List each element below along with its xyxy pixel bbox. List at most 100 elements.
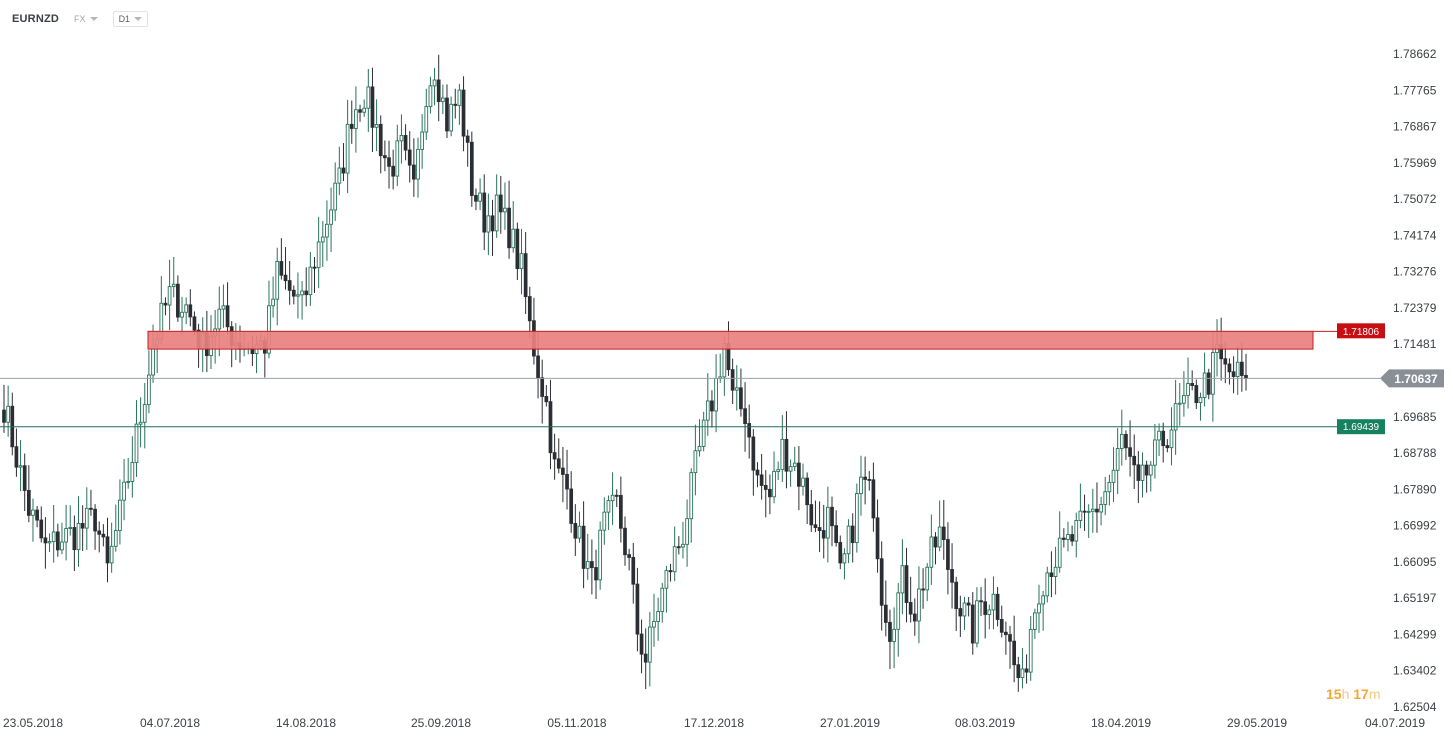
candle	[1066, 521, 1070, 552]
candle	[937, 500, 942, 552]
candle	[734, 365, 739, 411]
candle	[134, 400, 139, 477]
candle	[1012, 615, 1017, 683]
candle	[84, 487, 89, 550]
candle	[664, 565, 669, 613]
timeframe-dropdown[interactable]: D1	[112, 11, 149, 27]
candle	[681, 521, 685, 559]
y-axis: 1.78662 1.77765 1.76867 1.75969 1.75072 1.741…	[1393, 47, 1437, 714]
candle	[859, 455, 863, 516]
x-axis: 23.05.2018 04.07.2018 14.08.2018 25.09.2018…	[3, 716, 1425, 730]
candle	[917, 566, 921, 644]
candle	[1198, 392, 1203, 421]
candle	[1004, 621, 1008, 655]
timeframe-label: D1	[118, 14, 131, 24]
candle	[581, 501, 586, 589]
x-tick-label: 08.03.2019	[955, 716, 1015, 730]
candle	[482, 174, 487, 251]
candle	[14, 428, 19, 477]
y-tick-label: 1.75969	[1393, 156, 1437, 170]
candle	[966, 597, 971, 617]
candle	[109, 522, 114, 573]
candle	[1053, 546, 1058, 595]
candle	[594, 549, 598, 599]
candle	[1086, 504, 1091, 538]
candle	[176, 275, 180, 322]
candle	[631, 542, 636, 604]
candle	[171, 256, 176, 298]
candle	[792, 446, 797, 471]
symbol-label[interactable]: EURNZD	[12, 13, 60, 25]
candle	[685, 499, 689, 567]
candle	[921, 568, 925, 609]
candle	[511, 201, 516, 253]
y-tick-label: 1.74174	[1393, 228, 1437, 242]
candle	[494, 174, 499, 238]
candle	[1024, 654, 1029, 684]
candle	[469, 131, 474, 207]
x-tick-label: 18.04.2019	[1091, 716, 1151, 730]
candle	[958, 595, 963, 637]
candle	[875, 499, 880, 573]
candle	[710, 390, 714, 428]
y-tick-label: 1.65197	[1393, 591, 1437, 605]
candle	[763, 470, 768, 518]
candle	[358, 104, 362, 122]
candle	[759, 453, 764, 500]
candle	[925, 563, 930, 602]
candle	[407, 131, 412, 183]
candle	[871, 462, 876, 532]
candle	[826, 486, 830, 563]
candle	[312, 256, 317, 294]
candle	[465, 129, 470, 167]
candle	[275, 247, 280, 326]
candle	[64, 504, 68, 561]
candle	[1148, 461, 1153, 492]
candle	[954, 576, 959, 631]
candle	[577, 511, 582, 543]
candle	[188, 289, 193, 327]
candle	[619, 476, 623, 543]
candle	[279, 238, 284, 280]
candle	[1078, 483, 1083, 529]
candle	[1136, 451, 1141, 504]
candle	[656, 597, 660, 641]
candle	[316, 216, 321, 289]
candle	[1020, 647, 1025, 689]
candle	[515, 222, 520, 281]
candle	[2, 384, 6, 433]
candle	[18, 439, 23, 492]
candle	[548, 379, 553, 470]
candle	[585, 533, 590, 580]
candle	[834, 510, 838, 547]
candle	[486, 193, 491, 256]
candle	[780, 415, 785, 482]
candle	[929, 514, 934, 585]
resistance-zone[interactable]	[147, 330, 1314, 350]
candle	[867, 471, 872, 491]
candle	[1049, 551, 1054, 598]
y-tick-label: 1.73276	[1393, 265, 1437, 279]
candle	[1177, 382, 1182, 426]
chart-toolbar: EURNZD FX D1	[12, 9, 149, 29]
candle	[76, 496, 81, 567]
candle	[697, 419, 702, 457]
candle	[879, 541, 884, 631]
candle	[743, 382, 747, 452]
candle	[598, 521, 603, 590]
candle	[689, 468, 694, 543]
market-dropdown[interactable]: FX	[69, 12, 103, 26]
candle	[31, 498, 35, 542]
x-tick-label: 14.08.2018	[276, 716, 336, 730]
candle	[1194, 379, 1199, 410]
candle	[854, 483, 859, 553]
candle	[271, 276, 275, 318]
candle	[304, 267, 309, 307]
candle	[428, 76, 433, 114]
candle	[801, 463, 805, 496]
candle	[747, 404, 752, 459]
candle	[490, 199, 495, 256]
candle	[440, 84, 445, 115]
candle	[1028, 615, 1033, 681]
